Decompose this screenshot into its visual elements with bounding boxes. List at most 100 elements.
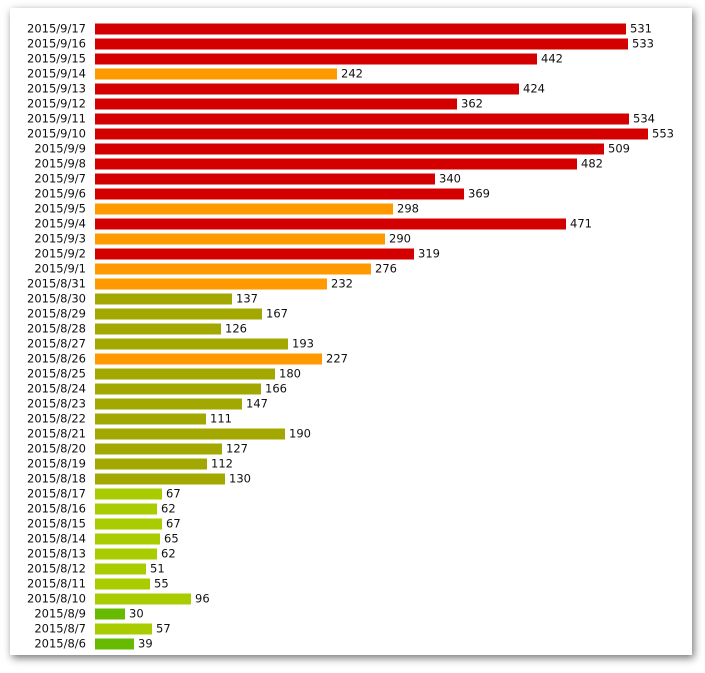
y-tick-label: 2015/8/11	[27, 577, 86, 591]
data-label: 442	[541, 52, 563, 66]
bar	[95, 263, 371, 275]
data-label: 340	[439, 172, 461, 186]
bar	[95, 248, 414, 260]
bar	[95, 383, 261, 395]
data-label: 111	[210, 412, 232, 426]
bar	[95, 338, 288, 350]
bar	[95, 638, 134, 650]
data-label: 319	[418, 247, 440, 261]
bar	[95, 503, 157, 515]
data-label: 276	[375, 262, 397, 276]
data-label: 509	[608, 142, 630, 156]
bar	[95, 473, 225, 485]
data-label: 67	[166, 517, 181, 531]
data-label: 67	[166, 487, 181, 501]
data-label: 232	[331, 277, 353, 291]
y-tick-label: 2015/9/15	[27, 52, 86, 66]
data-label: 242	[341, 67, 363, 81]
y-tick-label: 2015/9/16	[27, 37, 86, 51]
bar	[95, 38, 628, 50]
y-tick-label: 2015/8/12	[27, 562, 86, 576]
bar	[95, 113, 629, 125]
bar	[95, 83, 519, 95]
bar	[95, 548, 157, 560]
bar	[95, 128, 648, 140]
data-label: 424	[523, 82, 545, 96]
data-label: 167	[266, 307, 288, 321]
data-label: 290	[389, 232, 411, 246]
y-tick-label: 2015/8/22	[27, 412, 86, 426]
data-label: 534	[633, 112, 655, 126]
data-label: 39	[138, 637, 153, 651]
bar	[95, 518, 162, 530]
y-tick-label: 2015/9/12	[27, 97, 86, 111]
data-label: 369	[468, 187, 490, 201]
bar	[95, 218, 566, 230]
y-tick-label: 2015/8/29	[27, 307, 86, 321]
y-tick-label: 2015/9/11	[27, 112, 86, 126]
bar	[95, 68, 337, 80]
data-label: 112	[211, 457, 233, 471]
y-tick-label: 2015/8/20	[27, 442, 86, 456]
data-label: 30	[129, 607, 144, 621]
data-label: 471	[570, 217, 592, 231]
y-tick-label: 2015/9/6	[34, 187, 86, 201]
y-tick-label: 2015/9/7	[34, 172, 86, 186]
data-label: 482	[581, 157, 603, 171]
y-tick-label: 2015/8/23	[27, 397, 86, 411]
y-tick-label: 2015/8/9	[34, 607, 86, 621]
bar	[95, 623, 152, 635]
y-tick-label: 2015/9/9	[34, 142, 86, 156]
data-label: 553	[652, 127, 674, 141]
bar	[95, 278, 327, 290]
y-tick-label: 2015/8/18	[27, 472, 86, 486]
bar	[95, 308, 262, 320]
y-tick-label: 2015/9/5	[34, 202, 86, 216]
bar	[95, 323, 221, 335]
data-label: 55	[154, 577, 169, 591]
data-label: 126	[225, 322, 247, 336]
y-tick-label: 2015/8/24	[27, 382, 86, 396]
y-tick-label: 2015/8/27	[27, 337, 86, 351]
data-label: 227	[326, 352, 348, 366]
data-label: 193	[292, 337, 314, 351]
data-label: 62	[161, 502, 176, 516]
y-tick-label: 2015/9/1	[34, 262, 86, 276]
bar	[95, 23, 626, 35]
y-tick-label: 2015/8/17	[27, 487, 86, 501]
y-tick-label: 2015/8/6	[34, 637, 86, 651]
bar	[95, 143, 604, 155]
data-label: 137	[236, 292, 258, 306]
data-label: 51	[150, 562, 165, 576]
bar	[95, 368, 275, 380]
bar	[95, 203, 393, 215]
bar	[95, 578, 150, 590]
y-tick-label: 2015/9/17	[27, 22, 86, 36]
data-label: 62	[161, 547, 176, 561]
bar	[95, 533, 160, 545]
data-label: 166	[265, 382, 287, 396]
y-tick-label: 2015/8/21	[27, 427, 86, 441]
bar	[95, 443, 222, 455]
bar	[95, 593, 191, 605]
bar	[95, 488, 162, 500]
y-tick-label: 2015/8/16	[27, 502, 86, 516]
data-label: 57	[156, 622, 171, 636]
y-tick-label: 2015/8/19	[27, 457, 86, 471]
data-label: 96	[195, 592, 210, 606]
bar	[95, 458, 207, 470]
bar	[95, 353, 322, 365]
y-tick-label: 2015/9/4	[34, 217, 86, 231]
y-tick-label: 2015/9/8	[34, 157, 86, 171]
bar	[95, 188, 464, 200]
y-tick-label: 2015/8/30	[27, 292, 86, 306]
bar	[95, 53, 537, 65]
data-label: 298	[397, 202, 419, 216]
y-tick-label: 2015/9/2	[34, 247, 86, 261]
bar	[95, 413, 206, 425]
y-tick-label: 2015/9/13	[27, 82, 86, 96]
y-tick-label: 2015/8/10	[27, 592, 86, 606]
bar	[95, 233, 385, 245]
